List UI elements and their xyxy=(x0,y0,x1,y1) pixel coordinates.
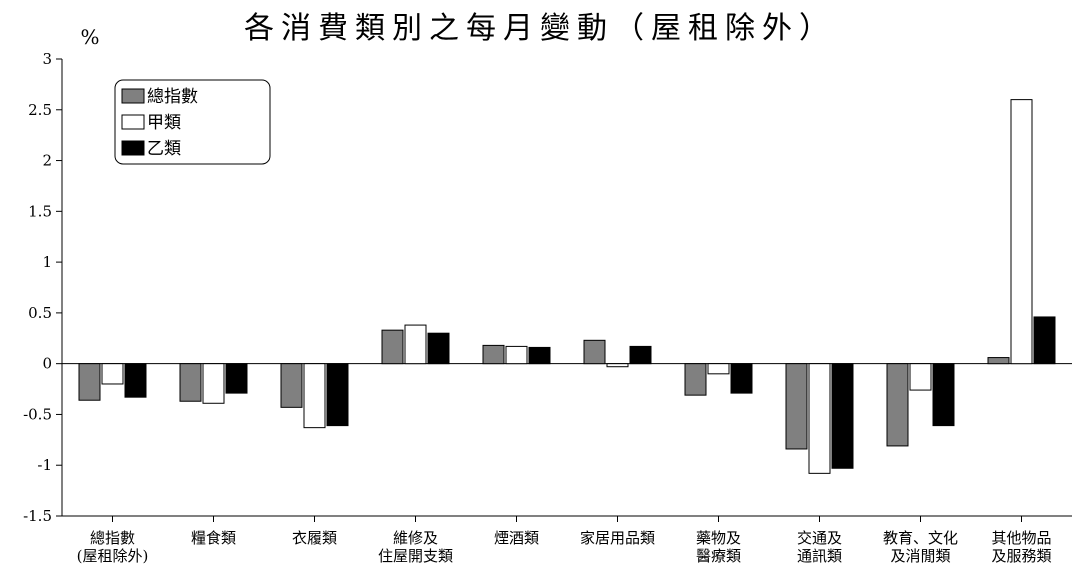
bars xyxy=(78,99,1056,474)
x-tick-label-line: 通訊類 xyxy=(797,547,842,565)
bar xyxy=(629,345,652,365)
x-tick-label-line: 教育、文化 xyxy=(883,529,958,547)
x-tick-label: 總指數(屋租除外) xyxy=(77,529,149,565)
bar xyxy=(482,344,505,365)
y-tick-label: 1.5 xyxy=(28,202,52,220)
bar xyxy=(179,363,202,402)
legend-label: 乙類 xyxy=(147,139,181,159)
x-tick-label-line: 維修及 xyxy=(393,529,438,547)
bar xyxy=(785,363,808,450)
bar xyxy=(505,345,528,365)
bar xyxy=(987,357,1010,365)
x-tick-label: 家居用品類 xyxy=(580,529,655,547)
y-tick-label: 1 xyxy=(42,253,52,271)
x-tick-label-line: 總指數 xyxy=(90,529,135,547)
bar xyxy=(684,363,707,396)
x-tick-label-line: 煙酒類 xyxy=(494,529,539,547)
bar xyxy=(730,363,753,394)
y-tick-label: -1 xyxy=(37,456,52,474)
bar xyxy=(381,329,404,365)
x-tick-label-line: 及消閒類 xyxy=(890,547,950,565)
bar xyxy=(1010,99,1033,365)
bar xyxy=(78,363,101,401)
y-tick-label: 0.5 xyxy=(28,304,52,322)
x-tick-label-line: 藥物及 xyxy=(696,529,741,547)
x-tick-label-line: 其他物品 xyxy=(991,529,1051,547)
x-tick-label-line: (屋租除外) xyxy=(77,547,149,565)
bar xyxy=(1033,316,1056,365)
bar xyxy=(707,363,730,375)
bar xyxy=(427,332,450,365)
bar xyxy=(886,363,909,447)
x-tick-label: 藥物及醫療類 xyxy=(696,529,741,565)
bar xyxy=(528,346,551,365)
x-tick-label-line: 交通及 xyxy=(797,529,842,547)
x-tick-label: 糧食類 xyxy=(191,529,236,547)
x-tick-label: 衣履類 xyxy=(292,529,337,547)
bar xyxy=(583,339,606,365)
x-tick-label: 交通及通訊類 xyxy=(797,529,842,565)
legend-label: 總指數 xyxy=(147,87,198,107)
bar xyxy=(101,363,124,385)
legend-swatch xyxy=(121,140,145,156)
x-tick-label: 教育、文化及消閒類 xyxy=(883,529,958,565)
y-tick-label: -0.5 xyxy=(23,405,52,423)
bar xyxy=(831,363,854,469)
bar xyxy=(808,363,831,474)
bar xyxy=(404,324,427,365)
x-tick-label-line: 家居用品類 xyxy=(580,529,655,547)
legend-swatch xyxy=(121,114,145,130)
y-tick-label: 3 xyxy=(42,50,52,68)
bar xyxy=(909,363,932,391)
bar xyxy=(303,363,326,429)
legend-box xyxy=(114,79,271,165)
y-tick-label: -1.5 xyxy=(23,507,52,525)
y-tick-label: 0 xyxy=(42,355,52,373)
chart-title: 各消費類別之每月變動（屋租除外） xyxy=(244,11,836,46)
bar xyxy=(326,363,349,427)
legend-label: 甲類 xyxy=(147,113,181,133)
x-tick-label-line: 醫療類 xyxy=(696,547,741,565)
bar xyxy=(202,363,225,404)
x-tick-label-line: 住屋開支類 xyxy=(378,547,453,565)
bar xyxy=(606,363,629,368)
bar xyxy=(124,363,147,398)
y-axis-unit: % xyxy=(80,25,99,49)
y-tick-label: 2.5 xyxy=(28,101,52,119)
bar xyxy=(280,363,303,408)
y-tick-label: 2 xyxy=(42,152,52,170)
x-tick-label: 煙酒類 xyxy=(494,529,539,547)
x-tick-label: 維修及住屋開支類 xyxy=(378,529,453,565)
x-tick-label: 其他物品及服務類 xyxy=(991,529,1051,565)
x-tick-label-line: 及服務類 xyxy=(991,547,1051,565)
bar xyxy=(225,363,248,394)
x-tick-label-line: 糧食類 xyxy=(191,529,236,547)
x-tick-label-line: 衣履類 xyxy=(292,529,337,547)
legend-swatch xyxy=(121,88,145,104)
bar xyxy=(932,363,955,427)
